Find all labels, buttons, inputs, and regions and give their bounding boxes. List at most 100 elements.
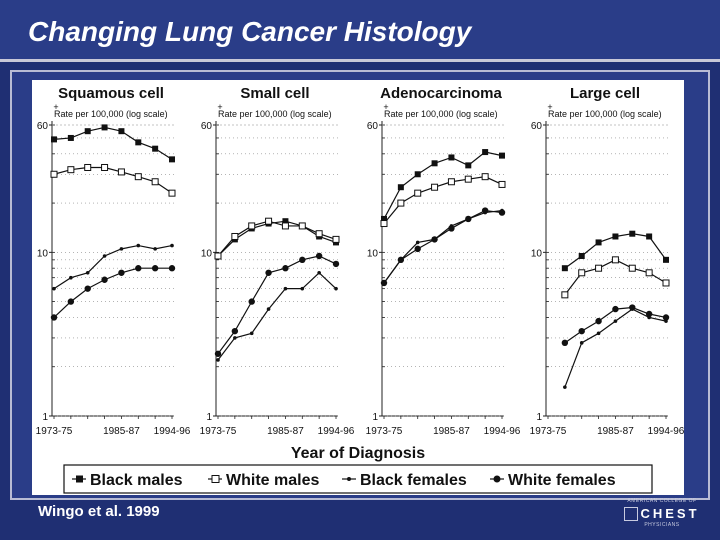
point-black-males (431, 160, 438, 167)
point-white-females (414, 245, 421, 253)
point-black-males (135, 139, 142, 146)
y-tick-label: 1 (42, 412, 48, 423)
y-tick-label: 10 (37, 248, 49, 259)
y-axis-label: Rate per 100,000 (log scale) (384, 109, 498, 119)
point-black-males (663, 256, 669, 263)
x-tick-label: 1994-96 (648, 426, 684, 437)
point-black-males (612, 233, 619, 240)
point-white-males (628, 264, 636, 272)
point-white-males (101, 163, 109, 171)
point-white-males (498, 180, 506, 188)
point-black-females (136, 243, 141, 248)
point-black-males (169, 156, 175, 163)
point-white-males (84, 163, 92, 171)
point-white-females (595, 317, 602, 325)
point-white-males (380, 220, 388, 228)
point-white-males (595, 264, 603, 272)
x-axis-title: Year of Diagnosis (291, 445, 425, 462)
point-black-females (317, 270, 321, 275)
panel-title: Adenocarcinoma (380, 85, 502, 102)
point-black-males (397, 184, 404, 191)
x-tick-label: 1973-75 (530, 426, 567, 437)
y-tick-label: 1 (372, 412, 378, 423)
point-black-males (152, 145, 159, 152)
legend-marker-dot (347, 477, 351, 481)
point-white-males (332, 235, 340, 243)
point-white-females (498, 209, 506, 216)
point-black-females (69, 275, 73, 280)
x-tick-label: 1985-87 (103, 426, 140, 437)
logo-mid-text: CHEST (640, 506, 700, 521)
point-black-males (561, 265, 568, 272)
point-black-females (153, 247, 157, 251)
point-black-females (266, 307, 271, 311)
point-white-males (214, 252, 222, 260)
point-black-males (67, 134, 74, 141)
point-white-females (151, 265, 159, 272)
point-white-males (50, 170, 58, 178)
panel-title: Squamous cell (58, 85, 164, 102)
point-black-males (482, 149, 489, 156)
panel-title: Small cell (240, 85, 309, 102)
point-black-males (465, 162, 472, 169)
point-black-males (282, 218, 289, 225)
citation: Wingo et al. 1999 (38, 503, 160, 520)
point-black-males (499, 152, 505, 159)
legend-marker-filled-square (76, 475, 83, 483)
point-white-males (662, 279, 670, 287)
point-white-females (465, 215, 472, 223)
series-line-black-males (53, 126, 173, 160)
series-line-white-males (564, 259, 667, 296)
point-black-females (300, 286, 305, 291)
logo-bottom-text: PHYSICIANS (644, 522, 680, 528)
point-white-females (645, 310, 653, 318)
point-white-males (248, 222, 256, 230)
point-white-females (265, 269, 272, 276)
y-tick-label: 1 (206, 412, 212, 423)
point-white-males (168, 189, 176, 197)
point-white-females (168, 265, 176, 272)
point-white-females (481, 207, 489, 214)
point-white-females (380, 279, 388, 287)
point-white-males (298, 222, 306, 230)
series-line-white-females (53, 267, 172, 318)
point-white-males (414, 189, 422, 197)
point-black-females (233, 336, 237, 340)
series-line-black-females (53, 244, 173, 290)
point-black-females (334, 286, 338, 291)
point-white-females (431, 236, 438, 243)
point-white-males (315, 230, 323, 238)
point-white-males (134, 173, 142, 181)
point-black-males (84, 128, 91, 135)
plus-mark: + (53, 102, 58, 112)
point-black-males (101, 124, 108, 131)
title-bar: Changing Lung Cancer Histology (0, 0, 720, 62)
point-black-females (415, 240, 420, 245)
x-tick-label: 1973-75 (36, 426, 73, 437)
chart-area: 60 10 1 Rate per 100,000 (log scale) + Squamo… (32, 80, 684, 495)
y-tick-label: 60 (531, 121, 543, 132)
x-tick-label: 1994-96 (154, 426, 191, 437)
y-axis-label: Rate per 100,000 (log scale) (54, 109, 168, 119)
plus-mark: + (383, 102, 388, 112)
x-tick-label: 1994-96 (318, 426, 355, 437)
point-white-males (578, 269, 586, 277)
point-black-males (578, 252, 585, 259)
point-white-females (248, 298, 255, 305)
y-tick-label: 10 (531, 248, 543, 259)
x-tick-label: 1985-87 (597, 426, 634, 437)
point-black-females (283, 286, 288, 291)
point-white-females (299, 256, 306, 264)
legend-marker-open-square (211, 475, 220, 483)
point-white-females (612, 305, 619, 313)
panel-title: Large cell (570, 85, 640, 102)
legend-label: Black females (360, 472, 467, 489)
point-black-females (563, 385, 567, 389)
point-white-females (448, 225, 455, 232)
point-white-females (578, 327, 585, 335)
point-white-females (67, 298, 75, 305)
series-line-black-females (383, 209, 503, 284)
legend-label: White males (226, 472, 319, 489)
legend-box (63, 464, 653, 494)
